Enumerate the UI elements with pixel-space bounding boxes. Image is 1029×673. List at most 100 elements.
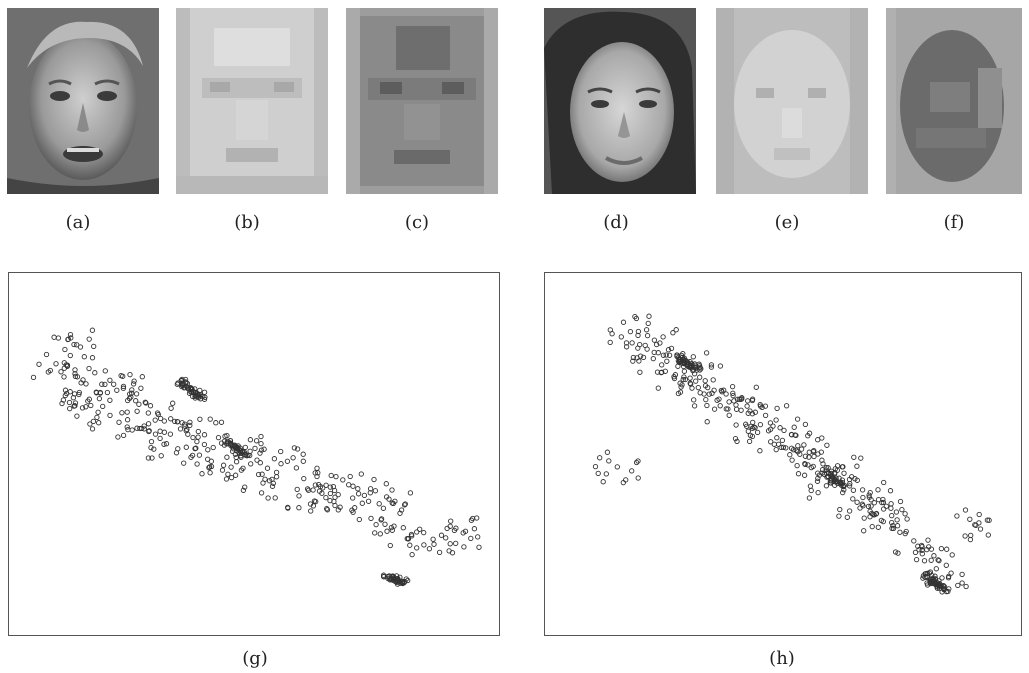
- scatter-point: [107, 412, 113, 419]
- scatter-point: [880, 496, 886, 503]
- scatter-point: [142, 399, 148, 405]
- scatter-point: [409, 533, 415, 539]
- scatter-point: [394, 577, 400, 584]
- scatter-point: [943, 562, 949, 568]
- scatter-point: [67, 331, 74, 338]
- scatter-point: [819, 435, 825, 441]
- scatter-point: [808, 464, 814, 471]
- scatter-point: [382, 521, 388, 527]
- scatter-point: [421, 542, 427, 548]
- scatter-point: [210, 444, 216, 451]
- scatter-point: [838, 482, 844, 488]
- scatter-point: [130, 381, 137, 387]
- scatter-point: [650, 355, 656, 362]
- scatter-point: [913, 556, 920, 563]
- scatter-point: [858, 455, 864, 461]
- scatter-point: [394, 581, 401, 587]
- scatter-point: [202, 394, 208, 400]
- scatter-point: [854, 499, 860, 505]
- scatter-point: [660, 352, 667, 358]
- scatter-point: [717, 363, 724, 369]
- scatter-point: [794, 416, 801, 422]
- scatter-point: [443, 535, 449, 541]
- face-photo-male: [7, 8, 159, 194]
- panel-f-label: (f): [943, 212, 965, 233]
- scatter-point: [293, 465, 300, 471]
- scatter-point: [259, 471, 265, 477]
- scatter-point: [43, 351, 50, 358]
- scatter-point: [134, 408, 140, 414]
- scatter-point: [659, 369, 665, 375]
- scatter-point: [278, 461, 284, 467]
- scatter-point: [181, 460, 187, 466]
- scatter-point: [175, 446, 181, 452]
- scatter-point: [310, 487, 316, 493]
- scatter-point: [468, 535, 474, 542]
- scatter-point: [931, 553, 937, 559]
- scatter-point: [635, 332, 641, 339]
- scatter-point: [92, 370, 98, 376]
- scatter-point: [643, 327, 650, 333]
- scatter-point: [398, 507, 405, 513]
- scatter-point: [757, 448, 763, 454]
- scatter-point: [726, 399, 732, 405]
- scatter-point: [397, 574, 403, 580]
- scatter-point: [119, 410, 125, 416]
- scatter-point: [389, 487, 395, 493]
- scatter-point: [673, 327, 679, 333]
- scatter-point: [476, 544, 482, 550]
- scatter-point: [815, 489, 821, 496]
- scatter-point: [749, 397, 756, 404]
- scatter-point: [871, 500, 877, 506]
- scatter-point: [824, 442, 830, 448]
- scatter-point: [470, 515, 476, 522]
- scatter-point: [77, 344, 84, 350]
- scatter-point: [257, 450, 263, 456]
- face-photo-female: [544, 8, 696, 194]
- scatter-point: [324, 507, 331, 513]
- scatter-point: [234, 448, 240, 454]
- scatter-point: [773, 446, 779, 453]
- scatter-point: [88, 402, 94, 409]
- scatter-point: [840, 489, 846, 496]
- scatter-point: [324, 506, 330, 512]
- scatter-point: [247, 437, 254, 443]
- scatter-point: [401, 580, 407, 586]
- scatter-point: [201, 432, 208, 438]
- scatter-point: [837, 506, 843, 513]
- scatter-point: [925, 537, 931, 543]
- scatter-point: [861, 528, 867, 534]
- scatter-point: [630, 354, 637, 361]
- scatter-point: [866, 492, 872, 498]
- scatter-point: [857, 505, 863, 511]
- scatter-point: [606, 458, 612, 464]
- scatter-point: [228, 474, 235, 481]
- scatter-point: [453, 525, 459, 531]
- scatter-point: [733, 406, 740, 412]
- scatter-point: [206, 464, 212, 471]
- scatter-point: [145, 421, 152, 427]
- scatter-point: [880, 506, 887, 512]
- scatter-point: [151, 446, 157, 452]
- scatter-point: [644, 332, 651, 339]
- scatter-point: [128, 394, 134, 400]
- scatter-point: [232, 472, 239, 478]
- scatter-point: [627, 328, 634, 335]
- panel-a-label: (a): [65, 212, 91, 233]
- scatter-point: [811, 453, 817, 460]
- scatter-point: [426, 546, 433, 552]
- scatter-point: [791, 424, 797, 430]
- scatter-point: [310, 503, 317, 509]
- scatter-point: [893, 509, 900, 515]
- scatter-point: [72, 373, 79, 380]
- scatter-point: [301, 475, 307, 482]
- scatter-point: [340, 477, 346, 483]
- scatter-point: [30, 374, 37, 381]
- scatter-point: [774, 405, 780, 412]
- panel-d-label: (d): [603, 212, 629, 233]
- scatter-point: [124, 409, 130, 415]
- scatter-point: [814, 478, 821, 484]
- scatter-point: [257, 460, 263, 466]
- scatter-point: [400, 525, 406, 531]
- panel-f-pixelated: [886, 8, 1022, 194]
